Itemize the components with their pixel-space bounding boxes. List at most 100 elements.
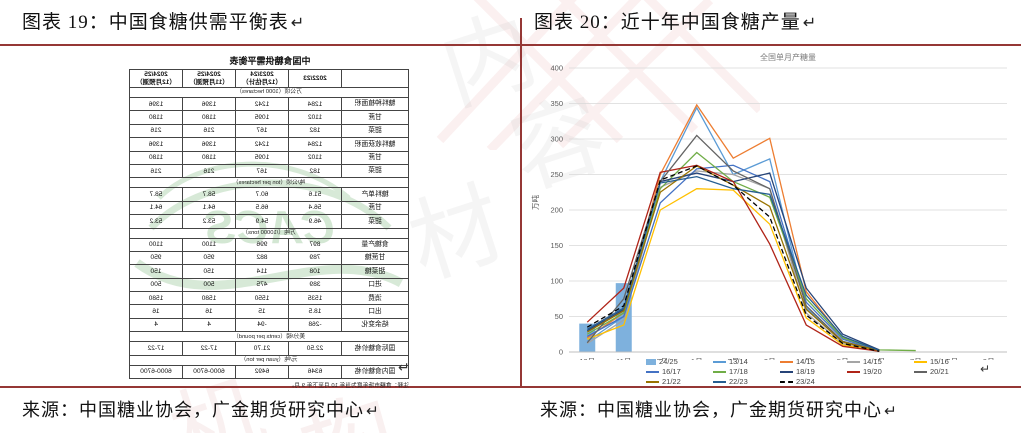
row-value: 1100 — [182, 238, 236, 252]
x-tick-label: 11月 — [616, 357, 631, 360]
table-row: 糖料种植面积 1284 1242 1396 1396 — [129, 97, 409, 111]
figure20-title-text: 图表 20：近十年中国食糖产量 — [534, 12, 801, 33]
legend-label: 18/19 — [796, 367, 815, 376]
table-row: 甘蔗 1102 1095 1180 1180 — [129, 110, 409, 125]
row-value: -94 — [235, 318, 289, 332]
row-value: 500 — [182, 278, 236, 292]
row-value: 58.7 — [182, 187, 236, 202]
y-tick-label: 50 — [555, 312, 563, 321]
balance-table: 2022/23 2023/24 （12月估计） 2024/25 （11月预测） 202… — [129, 69, 409, 379]
row-value: 1095 — [235, 151, 289, 165]
legend-label: 20/21 — [930, 367, 949, 376]
row-value: 500 — [129, 278, 183, 292]
row-label: 糖料种植面积 — [341, 97, 409, 111]
row-value: 1180 — [129, 110, 183, 125]
table-row: 甜菜 46.9 54.9 53.2 53.2 — [129, 214, 409, 229]
row-value: 1550 — [235, 291, 289, 305]
row-value: 1396 — [129, 97, 183, 111]
balance-table-footnote: 注释：食糖市场年度为当年 10 月至下年 9 月。 — [288, 383, 409, 390]
row-value: 1180 — [182, 110, 236, 125]
legend-swatch — [780, 360, 793, 363]
row-label: 甘蔗 — [341, 151, 409, 165]
table-header-cell: 2024/25 （12月预测） — [129, 69, 183, 88]
legend-swatch — [646, 358, 656, 365]
return-mark: ↵ — [884, 402, 898, 420]
legend-label: 22/23 — [729, 377, 748, 386]
legend-swatch — [713, 370, 726, 373]
row-value: 6346 — [288, 365, 342, 379]
legend-item-16/17: 16/17 — [646, 367, 713, 376]
row-value: 897 — [288, 238, 342, 252]
figure19-title-text: 图表 19：中国食糖供需平衡表 — [22, 12, 289, 33]
table-row: 进口 389 475 500 500 — [129, 278, 409, 292]
row-value: 1396 — [182, 137, 236, 152]
legend-item-17/18: 17/18 — [713, 367, 780, 376]
row-value: 51.6 — [288, 187, 342, 202]
row-value: 17-22 — [182, 341, 236, 356]
y-tick-label: 350 — [550, 99, 563, 108]
legend-label: 13/14 — [729, 357, 748, 366]
row-value: 64.1 — [182, 201, 236, 215]
legend-item-21/22: 21/22 — [646, 377, 713, 386]
table-row: 甘蔗糖 789 882 950 950 — [129, 251, 409, 265]
table-row: 甜菜 182 167 216 216 — [129, 164, 409, 178]
row-value: 4 — [182, 318, 236, 332]
table-row: 甘蔗 56.4 66.5 64.1 64.1 — [129, 201, 409, 215]
return-mark: ↵ — [398, 360, 410, 376]
table-row: 糖料单产 51.6 60.7 58.7 58.7 — [129, 187, 409, 202]
legend-swatch — [914, 370, 927, 373]
legend-label: 19/20 — [863, 367, 882, 376]
row-value: 66.5 — [235, 201, 289, 215]
row-label: 甜菜糖 — [341, 264, 409, 279]
series-line-21/22 — [586, 165, 880, 352]
row-value: 108 — [288, 264, 342, 279]
legend-label: 23/24 — [796, 377, 815, 386]
row-label: 甘蔗 — [341, 110, 409, 125]
row-value: 18.5 — [288, 304, 342, 319]
y-tick-label: 100 — [550, 277, 563, 286]
series-line-16/17 — [586, 164, 880, 352]
row-value: 216 — [129, 164, 183, 178]
row-value: 950 — [129, 251, 183, 265]
balance-table-body: 万公顷（1000 hectares） 糖料种植面积 1284 1242 1396 1396… — [129, 87, 409, 379]
y-tick-label: 400 — [550, 64, 563, 73]
legend-swatch — [847, 360, 860, 363]
row-value: 389 — [288, 278, 342, 292]
row-label: 甜菜 — [341, 164, 409, 178]
table-header-row: 2022/23 2023/24 （12月估计） 2024/25 （11月预测） 202… — [129, 69, 409, 88]
row-value: 1580 — [182, 291, 236, 305]
table-header-cell: 2023/24 （12月估计） — [235, 69, 289, 88]
title-rule-right — [521, 44, 1021, 46]
row-value: 167 — [235, 164, 289, 178]
row-value: 216 — [129, 124, 183, 138]
legend-swatch — [713, 380, 726, 383]
legend-swatch — [914, 360, 927, 363]
table-row: 甘蔗 1102 1095 1180 1180 — [129, 151, 409, 165]
row-value: 54.9 — [235, 214, 289, 229]
table-header-cell: 2022/23 — [288, 69, 342, 88]
table-row: 消费 1535 1550 1580 1580 — [129, 291, 409, 305]
row-label: 糖料收获面积 — [341, 137, 409, 152]
table-row: 食糖产量 897 996 1100 1100 — [129, 238, 409, 252]
row-value: 216 — [182, 124, 236, 138]
table-row: 出口 18.5 15 16 16 — [129, 304, 409, 319]
legend-swatch — [646, 370, 659, 373]
section-row: 万吨（/10000 tons） — [129, 228, 409, 239]
legend-label: 17/18 — [729, 367, 748, 376]
section-row: 吨/公顷（ton per hectares） — [129, 177, 409, 188]
legend-label: 15/16 — [930, 357, 949, 366]
source-text: 来源：中国糖业协会，广金期货研究中心 — [540, 400, 882, 420]
return-mark: ↵ — [802, 13, 818, 32]
row-value: 53.2 — [182, 214, 236, 229]
row-value: 1580 — [129, 291, 183, 305]
legend-item-18/19: 18/19 — [780, 367, 847, 376]
balance-table-image: CACS 中国食糖供需平衡表 2022/23 2023/24 （12月估计） 202… — [129, 54, 409, 390]
balance-table-title: 中国食糖供需平衡表 — [229, 56, 311, 66]
row-value: 6000-6700 — [129, 365, 183, 379]
legend-label: 14/15 — [796, 357, 815, 366]
legend-label: 24/25 — [659, 357, 678, 366]
row-value: 15 — [235, 304, 289, 319]
row-value: 1396 — [182, 97, 236, 111]
row-label: 消费 — [341, 291, 409, 305]
return-mark: ↵ — [290, 13, 306, 32]
